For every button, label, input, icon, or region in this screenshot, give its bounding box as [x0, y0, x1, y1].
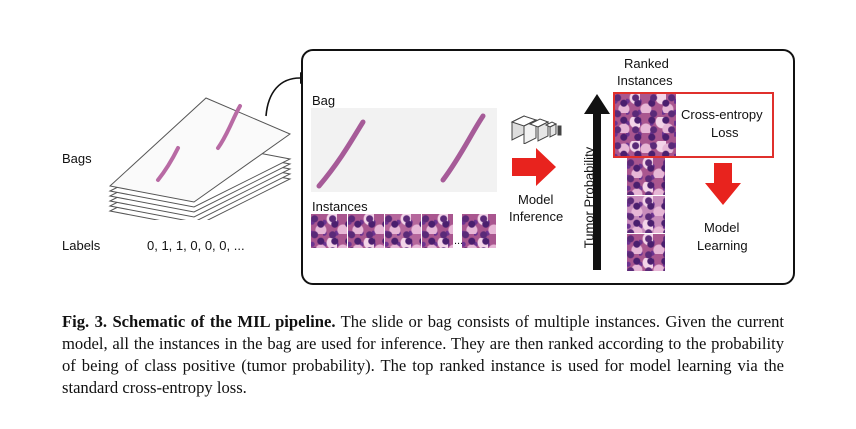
instances-ellipsis: ... — [454, 235, 464, 247]
instance-tile — [311, 214, 347, 248]
tissue-strip — [156, 146, 180, 182]
instance-tile — [385, 214, 421, 248]
cross-entropy-label-line1: Cross-entropy — [681, 107, 763, 122]
neural-network-icon — [510, 115, 562, 144]
cross-entropy-label-line2: Loss — [711, 125, 739, 140]
labels-values: 0, 1, 1, 0, 0, 0, ... — [147, 238, 245, 253]
model-inference-label-line1: Model — [518, 192, 554, 207]
ranked-instance-top — [614, 93, 676, 157]
ranked-instances-label-line1: Ranked — [624, 56, 669, 71]
caption-text: The slide or bag consists of multiple in… — [62, 312, 784, 397]
bag-stack-illustration — [108, 97, 292, 220]
model-learning-label-line2: Learning — [697, 238, 748, 253]
caption-label: Fig. 3. — [62, 312, 108, 331]
inference-arrow-icon — [512, 148, 556, 186]
instance-tile — [348, 214, 384, 248]
caption-title: Schematic of the MIL pipeline. — [112, 312, 336, 331]
ranked-instance — [627, 234, 665, 271]
ranked-instances-label-line2: Instances — [617, 73, 673, 88]
cross-entropy-box — [613, 92, 774, 158]
model-learning-label-line1: Model — [704, 220, 740, 235]
bag-slide-image — [311, 108, 497, 192]
ranked-instance — [627, 196, 665, 233]
instance-tile — [462, 214, 496, 248]
figure-caption: Fig. 3. Schematic of the MIL pipeline. T… — [62, 311, 784, 399]
instances-label: Instances — [312, 199, 368, 214]
bags-label: Bags — [62, 151, 92, 166]
bag-label: Bag — [312, 93, 336, 108]
tumor-probability-label: Tumor Probability — [581, 146, 597, 249]
learning-arrow-icon — [705, 163, 741, 205]
tissue-strip — [216, 104, 242, 150]
instance-tile — [422, 214, 453, 248]
tumor-probability-arrow-icon — [584, 94, 610, 270]
labels-label: Labels — [62, 238, 101, 253]
ranked-instance — [627, 158, 665, 195]
slide-top — [108, 97, 292, 203]
model-inference-label-line2: Inference — [509, 209, 564, 224]
